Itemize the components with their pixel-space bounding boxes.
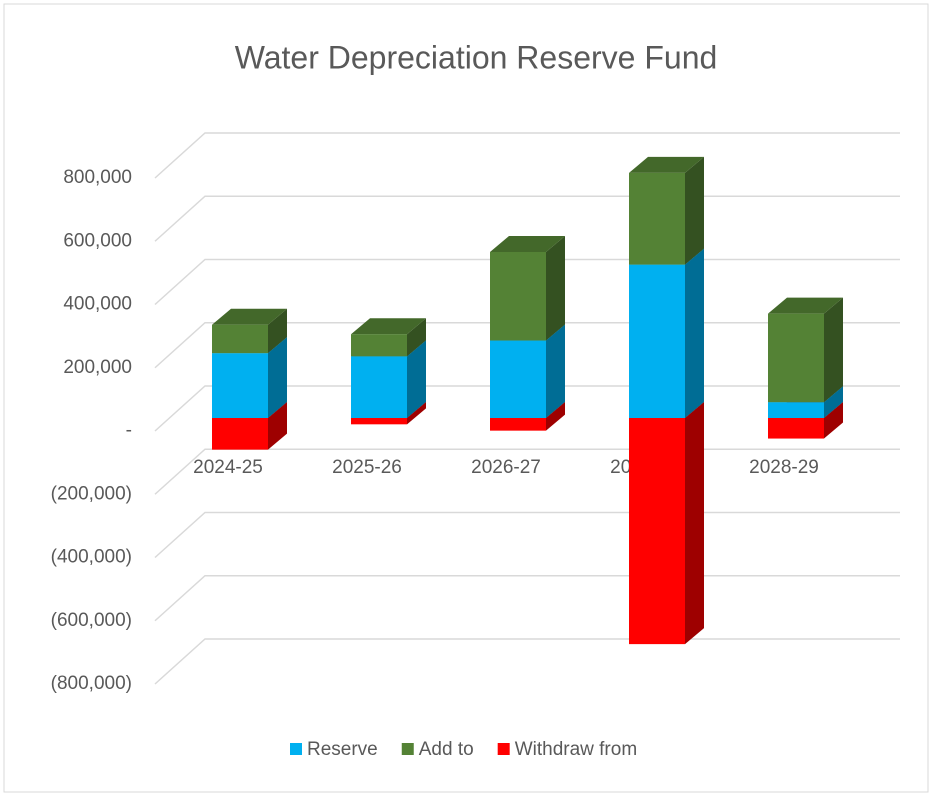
legend-label: Add to	[419, 739, 474, 760]
bar-front	[212, 418, 268, 450]
y-tick-label: (400,000)	[51, 547, 132, 568]
bar	[629, 402, 704, 645]
legend-swatch	[401, 743, 414, 755]
chart-title: Water Depreciation Reserve Fund	[235, 39, 718, 75]
y-tick-label: (800,000)	[51, 673, 132, 694]
bar-top	[351, 318, 426, 335]
x-tick-label: 2028-29	[749, 457, 819, 478]
bar-top	[768, 297, 843, 314]
bar-side	[824, 297, 843, 403]
bar-side	[268, 337, 287, 418]
bar-front	[768, 313, 824, 403]
bar-front	[629, 264, 685, 418]
legend-label: Reserve	[307, 739, 378, 760]
y-tick-label: 800,000	[63, 167, 132, 188]
y-tick-label: 200,000	[63, 357, 132, 378]
bar-side	[685, 156, 704, 265]
legend-item: Add to	[401, 739, 474, 760]
x-tick-label: 2025-26	[332, 457, 402, 478]
bar-side	[268, 308, 287, 354]
bar	[629, 156, 704, 265]
bar-top	[629, 156, 704, 173]
bar-top	[490, 235, 565, 252]
grid-line	[154, 132, 900, 179]
y-tick-label: (600,000)	[51, 610, 132, 631]
y-tick-label: 600,000	[63, 230, 132, 251]
bar-front	[212, 353, 268, 418]
bar	[212, 308, 287, 354]
legend-item: Withdraw from	[497, 739, 637, 760]
bar-front	[351, 418, 407, 425]
legend-swatch	[290, 743, 302, 755]
bar-top	[212, 308, 287, 325]
y-tick-label: (200,000)	[51, 483, 132, 504]
bar-side	[546, 402, 565, 431]
bar-side	[268, 402, 287, 450]
bar-side	[685, 248, 704, 418]
legend-item: Reserve	[290, 739, 378, 760]
bar-side	[407, 318, 426, 357]
y-tick-label: -	[126, 420, 132, 441]
legend-swatch	[497, 743, 510, 755]
bar-front	[629, 172, 685, 265]
bar-front	[490, 251, 546, 341]
bar-side	[546, 324, 565, 418]
bar	[351, 318, 426, 357]
bar-front	[212, 324, 268, 354]
bar	[768, 297, 843, 403]
bar-front	[768, 402, 824, 418]
bar-front	[490, 418, 546, 431]
bar-side	[685, 402, 704, 645]
bar-side	[546, 235, 565, 341]
bar-side	[824, 386, 843, 418]
bar-side	[407, 402, 426, 425]
bar-front	[490, 340, 546, 418]
x-tick-label: 2026-27	[471, 457, 541, 478]
bar-front	[351, 356, 407, 418]
bar-front	[351, 334, 407, 357]
y-tick-label: 400,000	[63, 294, 132, 315]
bar-side	[824, 402, 843, 439]
bar	[629, 248, 704, 418]
bar	[490, 235, 565, 341]
bar-side	[407, 340, 426, 418]
bar-front	[768, 418, 824, 439]
bar-front	[629, 418, 685, 645]
x-tick-label: 2024-25	[193, 457, 263, 478]
legend-label: Withdraw from	[515, 739, 637, 760]
